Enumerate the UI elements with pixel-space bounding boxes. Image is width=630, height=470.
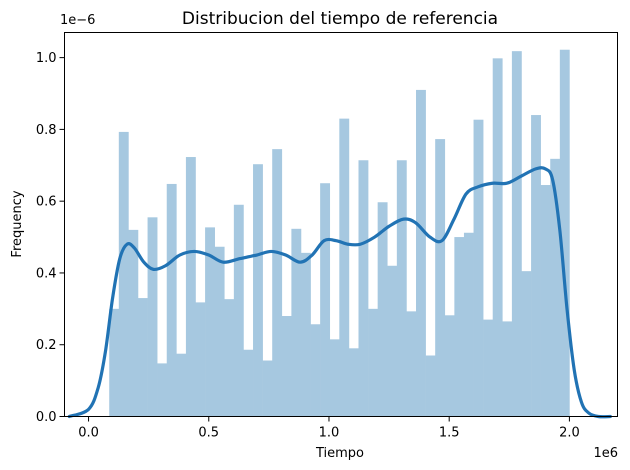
histogram-bar	[253, 164, 263, 417]
x-axis-ticks: 0.0 0.5 1.0 1.5 2.0	[78, 416, 580, 441]
histogram-bar	[300, 252, 311, 417]
histogram-bar	[444, 315, 455, 417]
histogram-bar	[147, 217, 158, 417]
x-multiplier-label: 1e6	[593, 446, 618, 461]
histogram-bar	[157, 363, 168, 417]
histogram-bar	[377, 202, 388, 417]
histogram-bar	[511, 51, 522, 417]
histogram-bar	[233, 204, 244, 417]
x-tick-label: 2.0	[559, 426, 580, 441]
histogram-bar	[531, 115, 541, 417]
plot-frame	[64, 32, 618, 417]
histogram-bar	[454, 237, 465, 417]
x-axis-label: Tiempo	[315, 446, 364, 461]
histogram-bar	[281, 316, 292, 417]
y-multiplier-label: 1e−6	[60, 13, 95, 28]
histogram-bar	[483, 319, 494, 417]
histogram-bar	[396, 160, 407, 417]
histogram-bar	[387, 265, 398, 417]
x-tick-label: 1.0	[319, 426, 340, 441]
histogram-bar	[195, 302, 206, 417]
histogram-bar	[358, 160, 369, 417]
histogram-bar	[559, 49, 570, 417]
histogram-bar	[416, 89, 426, 417]
histogram-bar	[320, 183, 331, 417]
histogram-bar	[205, 227, 215, 417]
histogram-bar	[262, 360, 273, 417]
y-tick-label: 0.4	[36, 266, 57, 281]
histogram-bar	[310, 324, 321, 417]
histogram-bar	[291, 228, 302, 417]
y-tick-label: 0.0	[36, 410, 57, 425]
histogram-bars	[109, 49, 570, 417]
axes	[64, 32, 618, 417]
y-tick-label: 1.0	[36, 51, 57, 66]
x-tick-label: 0.5	[198, 426, 219, 441]
histogram-bar	[473, 119, 484, 417]
histogram-bar	[550, 158, 561, 417]
histogram-bar	[243, 349, 254, 417]
histogram-bar	[339, 118, 350, 417]
kde-curve	[67, 166, 612, 419]
x-tick-label: 0.0	[78, 426, 99, 441]
y-tick-label: 0.6	[36, 195, 57, 210]
y-tick-label: 0.2	[36, 338, 57, 353]
histogram-bar	[348, 348, 359, 417]
histogram-bar	[109, 308, 120, 417]
histogram-bar	[406, 311, 417, 417]
histogram-bar	[502, 321, 513, 417]
histogram-bar	[166, 183, 177, 417]
histogram-bar	[137, 298, 148, 417]
y-tick-label: 0.8	[36, 123, 57, 138]
y-axis-label: Frequency	[10, 190, 25, 257]
histogram-bar	[272, 149, 283, 417]
histogram-bar	[176, 353, 187, 417]
histogram-bar	[540, 185, 551, 417]
y-axis-ticks: 0.0 0.2 0.4 0.6 0.8 1.0	[36, 51, 65, 425]
histogram-bar	[521, 271, 532, 417]
histogram-bar	[368, 308, 378, 417]
histogram-bar	[224, 299, 235, 417]
histogram-bar	[492, 58, 503, 417]
histogram-bar	[435, 139, 446, 417]
histogram-bar	[425, 355, 436, 417]
histogram-bar	[185, 157, 196, 417]
histogram-bar	[463, 232, 474, 417]
chart-title: Distribucion del tiempo de referencia	[182, 9, 498, 29]
histogram-bar	[128, 229, 139, 417]
x-tick-label: 1.5	[439, 426, 460, 441]
histogram-bar	[329, 339, 340, 417]
histogram-bar	[214, 246, 225, 417]
histogram-bar	[118, 131, 129, 417]
